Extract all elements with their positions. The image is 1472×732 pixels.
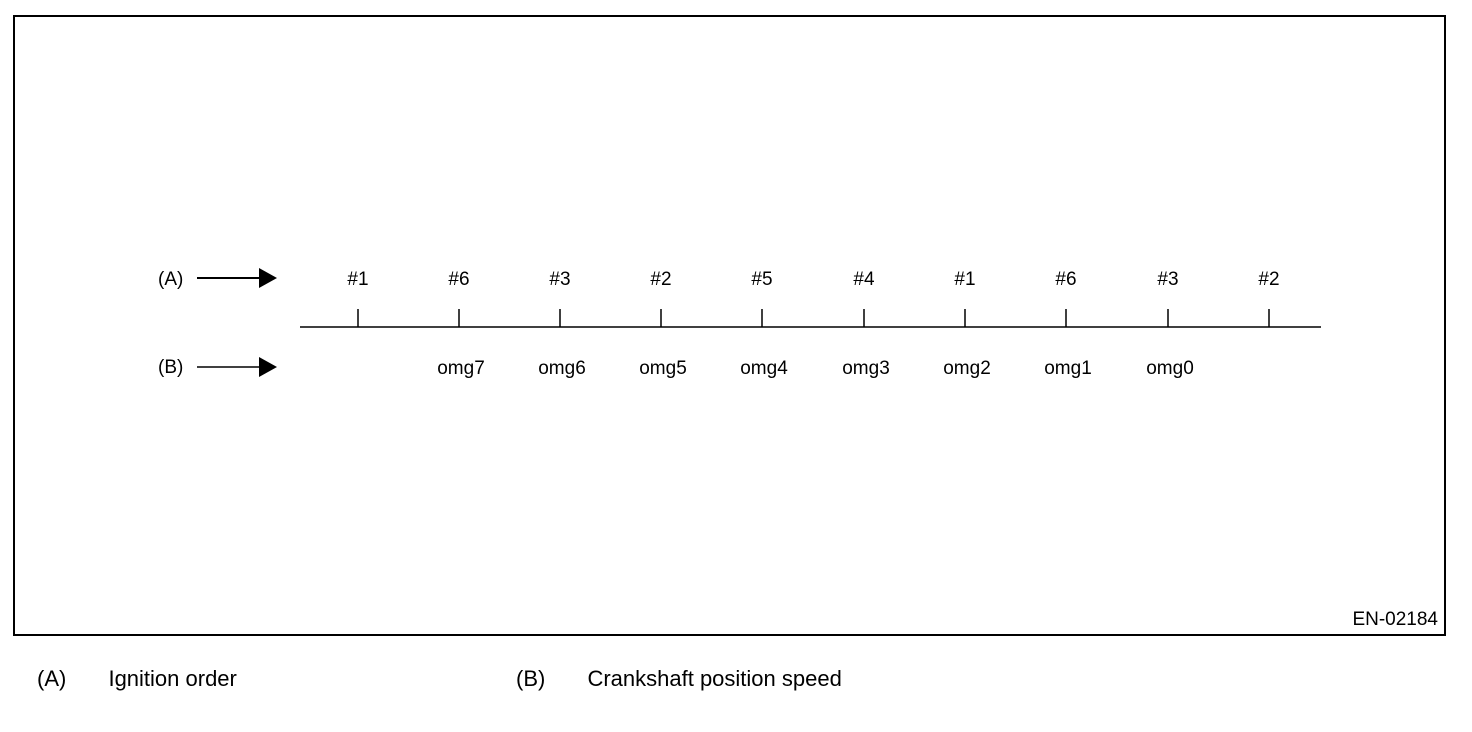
crankshaft-speed-label: omg0 bbox=[1146, 358, 1194, 379]
row-b-marker: (B) bbox=[158, 357, 183, 378]
crankshaft-speed-labels: omg7 omg6 omg5 omg4 omg3 omg2 omg1 omg0 bbox=[437, 358, 1194, 379]
legend-item-a: (A) Ignition order bbox=[37, 666, 237, 692]
crankshaft-speed-label: omg1 bbox=[1044, 358, 1092, 379]
ignition-order-labels: #1 #6 #3 #2 #5 #4 #1 #6 #3 #2 bbox=[347, 269, 1279, 290]
timeline-ticks bbox=[357, 309, 1270, 327]
ignition-order-label: #2 bbox=[650, 269, 671, 290]
row-b-arrow-icon bbox=[197, 357, 277, 377]
ignition-order-label: #3 bbox=[549, 269, 570, 290]
crankshaft-speed-label: omg3 bbox=[842, 358, 890, 379]
ignition-order-label: #5 bbox=[751, 269, 772, 290]
crankshaft-speed-label: omg6 bbox=[538, 358, 586, 379]
figure-id: EN-02184 bbox=[1352, 609, 1438, 630]
row-a-marker: (A) bbox=[158, 269, 183, 290]
row-a-arrow-icon bbox=[197, 268, 277, 288]
legend-item-b: (B) Crankshaft position speed bbox=[516, 666, 842, 692]
legend-text-b: Crankshaft position speed bbox=[587, 666, 842, 691]
legend-text-a: Ignition order bbox=[108, 666, 237, 691]
ignition-order-label: #2 bbox=[1258, 269, 1279, 290]
timing-diagram: (A) (B) #1 #6 #3 #2 #5 #4 #1 #6 #3 #2 omg7 omg6 omg… bbox=[158, 268, 1321, 379]
diagram-frame: (A) (B) #1 #6 #3 #2 #5 #4 #1 #6 #3 #2 omg7 omg6 omg… bbox=[13, 15, 1446, 636]
crankshaft-speed-label: omg2 bbox=[943, 358, 991, 379]
legend-key-a: (A) bbox=[37, 666, 67, 691]
ignition-order-label: #1 bbox=[347, 269, 368, 290]
legend-key-b: (B) bbox=[516, 666, 546, 691]
crankshaft-speed-label: omg4 bbox=[740, 358, 788, 379]
crankshaft-speed-label: omg5 bbox=[639, 358, 687, 379]
ignition-order-label: #6 bbox=[448, 269, 469, 290]
ignition-order-label: #3 bbox=[1157, 269, 1178, 290]
ignition-order-label: #1 bbox=[954, 269, 975, 290]
ignition-order-label: #6 bbox=[1055, 269, 1076, 290]
ignition-order-label: #4 bbox=[853, 269, 875, 290]
crankshaft-speed-label: omg7 bbox=[437, 358, 485, 379]
